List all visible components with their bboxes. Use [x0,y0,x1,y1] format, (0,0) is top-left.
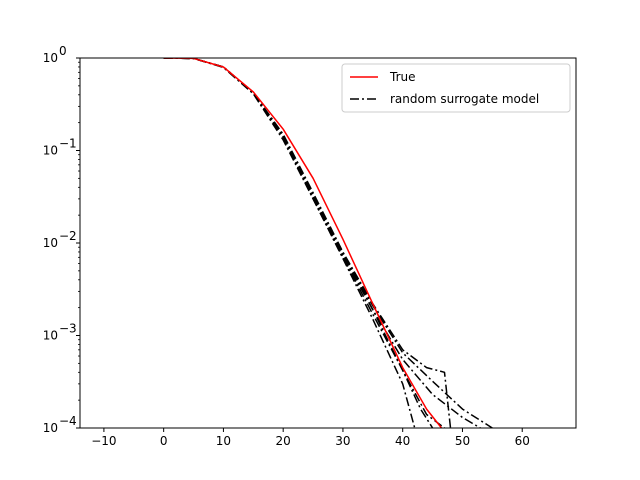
y-tick-label: 10 [43,144,58,158]
x-tick-label: 50 [455,434,470,448]
y-tick-exponent: 0 [59,44,67,58]
series-surrogate-line [163,58,481,428]
y-tick-label: 10 [43,236,58,250]
x-tick-label: 0 [160,434,168,448]
y-tick-label: 10 [43,421,58,435]
x-tick-label: 60 [515,434,530,448]
plot-frame [79,57,577,429]
y-tick-exponent: −3 [59,322,77,336]
series-surrogate-line [163,58,445,428]
legend: True random surrogate model [341,63,571,113]
series-surrogate-line [163,58,416,428]
y-tick-exponent: −2 [59,229,77,243]
x-tick-label: 10 [216,434,231,448]
series-surrogate-line [163,58,452,428]
y-tick-label: 10 [43,329,58,343]
x-tick-label: −10 [91,434,116,448]
legend-label: random surrogate model [390,92,539,106]
x-tick-label: 30 [335,434,350,448]
series-layer [163,58,493,428]
y-tick-label: 10 [43,51,58,65]
legend-label: True [389,70,416,84]
y-tick-exponent: −1 [59,137,77,151]
legend-box [341,63,571,113]
x-tick-label: 40 [395,434,410,448]
series-surrogate-line [163,58,434,428]
series-true-line [163,58,443,428]
x-tick-label: 20 [276,434,291,448]
y-tick-exponent: −4 [59,414,77,428]
